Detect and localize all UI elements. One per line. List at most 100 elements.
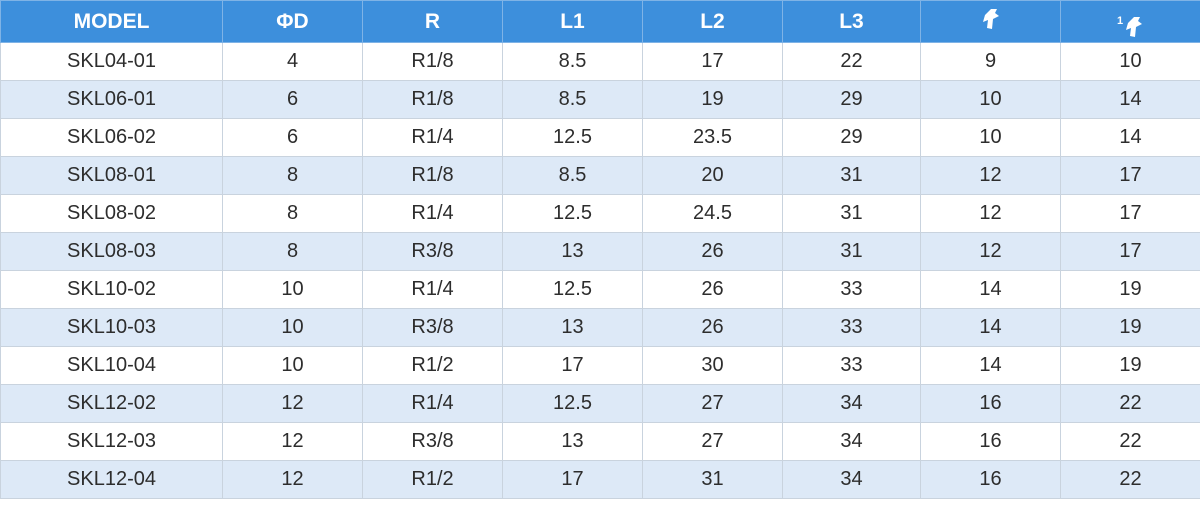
- table-cell: 19: [1060, 308, 1200, 347]
- table-row: SKL12-04 12 R1/2 17 31 34 16 22: [0, 460, 1200, 499]
- table-cell: 10: [222, 270, 363, 309]
- table-cell: SKL06-02: [0, 118, 223, 157]
- table-cell: 31: [782, 156, 921, 195]
- wrench-icon: [1126, 16, 1143, 37]
- table-cell: 16: [920, 422, 1061, 461]
- table-cell: 17: [1060, 156, 1200, 195]
- table-cell: 29: [782, 118, 921, 157]
- table-cell: R1/4: [362, 384, 503, 423]
- table-cell: SKL10-04: [0, 346, 223, 385]
- table-row: SKL04-01 4 R1/8 8.5 17 22 9 10: [0, 42, 1200, 81]
- table-row: SKL08-02 8 R1/4 12.5 24.5 31 12 17: [0, 194, 1200, 233]
- table-cell: 30: [642, 346, 783, 385]
- table-cell: 10: [920, 118, 1061, 157]
- table-cell: 24.5: [642, 194, 783, 233]
- table-cell: 14: [1060, 118, 1200, 157]
- table-cell: 17: [642, 42, 783, 81]
- table-cell: 31: [642, 460, 783, 499]
- table-body: SKL04-01 4 R1/8 8.5 17 22 9 10 SKL06-01 6 R1/8 8.5 1…: [0, 42, 1200, 499]
- icon-superscript: 1: [1116, 14, 1124, 27]
- table-cell: 12: [222, 460, 363, 499]
- table-cell: SKL06-01: [0, 80, 223, 119]
- header-cell: R: [362, 0, 503, 43]
- table-cell: R1/4: [362, 194, 503, 233]
- table-cell: 27: [642, 422, 783, 461]
- header-cell: L3: [782, 0, 921, 43]
- header-cell: ΦD: [222, 0, 363, 43]
- header-cell: 1: [1060, 0, 1200, 43]
- table-cell: 8.5: [502, 80, 643, 119]
- table-cell: 14: [920, 346, 1061, 385]
- table-cell: 13: [502, 232, 643, 271]
- table-cell: 13: [502, 422, 643, 461]
- table-cell: 12: [222, 422, 363, 461]
- table-cell: 16: [920, 460, 1061, 499]
- table-cell: 19: [1060, 346, 1200, 385]
- table-cell: 23.5: [642, 118, 783, 157]
- table-row: SKL10-04 10 R1/2 17 30 33 14 19: [0, 346, 1200, 385]
- table-cell: 8.5: [502, 156, 643, 195]
- table-cell: 10: [920, 80, 1061, 119]
- table-cell: 16: [920, 384, 1061, 423]
- table-cell: 14: [920, 270, 1061, 309]
- wrench-icon: [982, 8, 999, 29]
- table-cell: 17: [502, 460, 643, 499]
- table-cell: 34: [782, 460, 921, 499]
- table-cell: SKL10-03: [0, 308, 223, 347]
- table-cell: 22: [1060, 384, 1200, 423]
- table-cell: SKL08-02: [0, 194, 223, 233]
- table-cell: 13: [502, 308, 643, 347]
- table-cell: SKL10-02: [0, 270, 223, 309]
- table-cell: 34: [782, 384, 921, 423]
- table-cell: 22: [1060, 460, 1200, 499]
- table-cell: 26: [642, 308, 783, 347]
- table-cell: 9: [920, 42, 1061, 81]
- table-cell: 27: [642, 384, 783, 423]
- table-cell: 12: [920, 194, 1061, 233]
- table-row: SKL10-02 10 R1/4 12.5 26 33 14 19: [0, 270, 1200, 309]
- table-cell: SKL12-02: [0, 384, 223, 423]
- table-cell: 26: [642, 270, 783, 309]
- table-cell: R1/8: [362, 42, 503, 81]
- table-row: SKL12-02 12 R1/4 12.5 27 34 16 22: [0, 384, 1200, 423]
- table-cell: 26: [642, 232, 783, 271]
- table-cell: 14: [1060, 80, 1200, 119]
- table-row: SKL06-02 6 R1/4 12.5 23.5 29 10 14: [0, 118, 1200, 157]
- table-cell: 19: [1060, 270, 1200, 309]
- table-cell: R1/8: [362, 80, 503, 119]
- table-cell: 6: [222, 80, 363, 119]
- table-cell: 8: [222, 194, 363, 233]
- table-cell: 19: [642, 80, 783, 119]
- table-cell: 17: [1060, 232, 1200, 271]
- table-cell: 8: [222, 232, 363, 271]
- table-cell: SKL12-03: [0, 422, 223, 461]
- table-cell: 33: [782, 270, 921, 309]
- table-cell: 22: [782, 42, 921, 81]
- table-cell: R1/2: [362, 346, 503, 385]
- table-cell: 17: [1060, 194, 1200, 233]
- table-cell: 10: [222, 346, 363, 385]
- table-cell: 20: [642, 156, 783, 195]
- table-cell: 4: [222, 42, 363, 81]
- table-row: SKL06-01 6 R1/8 8.5 19 29 10 14: [0, 80, 1200, 119]
- table-cell: 33: [782, 346, 921, 385]
- table-cell: SKL08-03: [0, 232, 223, 271]
- table-cell: 12: [920, 232, 1061, 271]
- table-cell: R1/4: [362, 118, 503, 157]
- table-row: SKL12-03 12 R3/8 13 27 34 16 22: [0, 422, 1200, 461]
- table-cell: 12.5: [502, 118, 643, 157]
- table-row: SKL10-03 10 R3/8 13 26 33 14 19: [0, 308, 1200, 347]
- table-cell: 12: [920, 156, 1061, 195]
- icon-group: 1: [1116, 14, 1144, 38]
- table-cell: R3/8: [362, 232, 503, 271]
- table-cell: R3/8: [362, 308, 503, 347]
- table-row: SKL08-03 8 R3/8 13 26 31 12 17: [0, 232, 1200, 271]
- table-cell: R3/8: [362, 422, 503, 461]
- table-cell: SKL08-01: [0, 156, 223, 195]
- table-cell: 31: [782, 194, 921, 233]
- table-cell: 31: [782, 232, 921, 271]
- table-cell: 10: [222, 308, 363, 347]
- header-row: MODEL ΦD R L1 L2 L3 1: [0, 0, 1200, 43]
- table-cell: 33: [782, 308, 921, 347]
